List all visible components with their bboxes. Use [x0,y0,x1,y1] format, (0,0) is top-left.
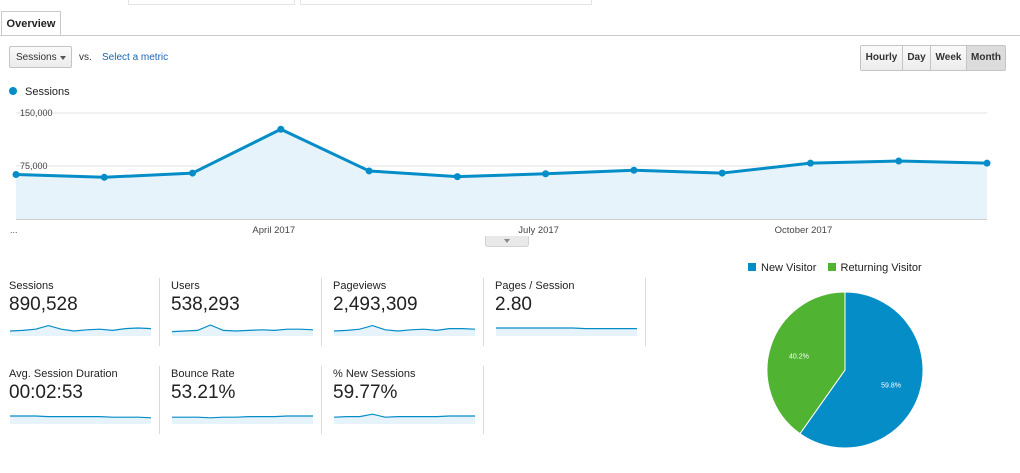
sparkline [333,413,475,424]
data-point[interactable] [542,170,550,178]
visitor-type-pie-chart: 59.8% 40.2% [766,291,924,449]
scorecard-label: Bounce Rate [171,368,235,380]
chevron-down-icon [504,239,510,243]
sparkline [333,324,476,336]
data-point[interactable] [12,170,20,178]
select-metric-link[interactable]: Select a metric [102,52,169,63]
scorecard-bounce-rate[interactable]: Bounce Rate 53.21% [171,366,322,434]
data-point[interactable] [718,169,726,177]
sessions-line-chart: 150,000 75,000... April 2017 July 2017 Octob… [10,108,991,236]
scorecard-value: 59.77% [333,382,398,403]
sparkline-area [172,325,313,336]
scorecard-pages-per-session[interactable]: Pages / Session 2.80 [495,278,646,346]
scorecard-users[interactable]: Users 538,293 [171,278,322,346]
chart-collapse-handle[interactable] [485,236,529,247]
legend-swatch-new-visitor [748,263,756,271]
sparkline [172,415,313,424]
sparkline-line [333,324,476,332]
period-toggle-group: Hourly Day Week Month [860,45,1006,71]
data-point[interactable] [806,159,814,167]
pie-legend: New Visitor Returning Visitor [748,262,930,274]
pie-slice-new-visitor[interactable] [799,291,924,449]
sessions-area [16,129,987,219]
sparkline-line [333,413,475,418]
data-point[interactable] [895,157,903,165]
pie-data-label: 40.2% [789,353,809,360]
sparkline [9,324,152,336]
sparkline-area [10,416,151,424]
data-point[interactable] [983,159,991,167]
sparkline [10,415,152,424]
scorecard-label: Users [171,280,200,292]
x-tick-label-start: ... [10,225,18,235]
pie-data-label: 59.8% [881,383,901,390]
sessions-line [15,127,988,179]
data-point[interactable] [277,125,285,133]
sparkline-line [10,415,152,419]
sparkline-line [496,327,637,330]
pie-slice-returning-visitor[interactable] [766,291,846,435]
x-tick-label: April 2017 [252,225,295,236]
legend-item-returning-visitor: Returning Visitor [827,262,922,274]
week-button[interactable]: Week [930,46,966,70]
tab-overview[interactable]: Overview [1,11,61,36]
scorecard-label: Pages / Session [495,280,575,292]
data-point[interactable] [189,169,197,177]
y-tick-label: 75,000 [20,161,48,171]
sparkline-line [172,415,313,419]
scorecard-label: Sessions [9,280,54,292]
top-panel-edge-right [300,0,592,5]
day-button[interactable]: Day [902,46,930,70]
legend-swatch-sessions [9,87,17,95]
scorecard-value: 00:02:53 [9,382,83,403]
month-button[interactable]: Month [966,46,1005,70]
scorecard-value: 538,293 [171,294,240,315]
sparkline-line [171,324,314,333]
chart-legend: Sessions [9,86,70,98]
x-tick-label: July 2017 [518,225,559,236]
data-point[interactable] [100,173,108,181]
chevron-down-icon [60,56,66,60]
sparkline [171,324,314,336]
scorecard-avg-session-duration[interactable]: Avg. Session Duration 00:02:53 [9,366,160,434]
vs-label: vs. [79,52,92,63]
legend-label-new-visitor: New Visitor [761,262,817,274]
x-tick-label: October 2017 [775,225,833,236]
data-point[interactable] [630,166,638,174]
scorecard-label: % New Sessions [333,368,416,380]
data-point[interactable] [453,173,461,181]
legend-item-new-visitor: New Visitor [748,262,816,274]
metric-select[interactable]: Sessions [9,46,72,68]
sparkline-line [9,324,152,332]
sparkline [496,327,637,336]
hourly-button[interactable]: Hourly [861,46,902,70]
legend-label-sessions: Sessions [25,86,70,98]
data-point[interactable] [365,167,373,175]
scorecard-new-sessions[interactable]: % New Sessions 59.77% [333,366,484,434]
scorecard-sessions[interactable]: Sessions 890,528 [9,278,160,346]
metric-select-value: Sessions [16,52,57,63]
legend-label-returning-visitor: Returning Visitor [840,262,922,274]
tab-divider [0,35,1020,36]
scorecard-label: Pageviews [333,280,387,292]
scorecard-value: 890,528 [9,294,78,315]
sparkline-area [496,328,637,336]
scorecard-pageviews[interactable]: Pageviews 2,493,309 [333,278,484,346]
scorecard-label: Avg. Session Duration [9,368,118,380]
scorecard-value: 2.80 [495,294,532,315]
scorecard-value: 2,493,309 [333,294,418,315]
legend-swatch-returning-visitor [827,263,836,271]
top-panel-edge-left [128,0,295,5]
scorecard-value: 53.21% [171,382,236,403]
y-tick-label: 150,000 [20,108,53,118]
